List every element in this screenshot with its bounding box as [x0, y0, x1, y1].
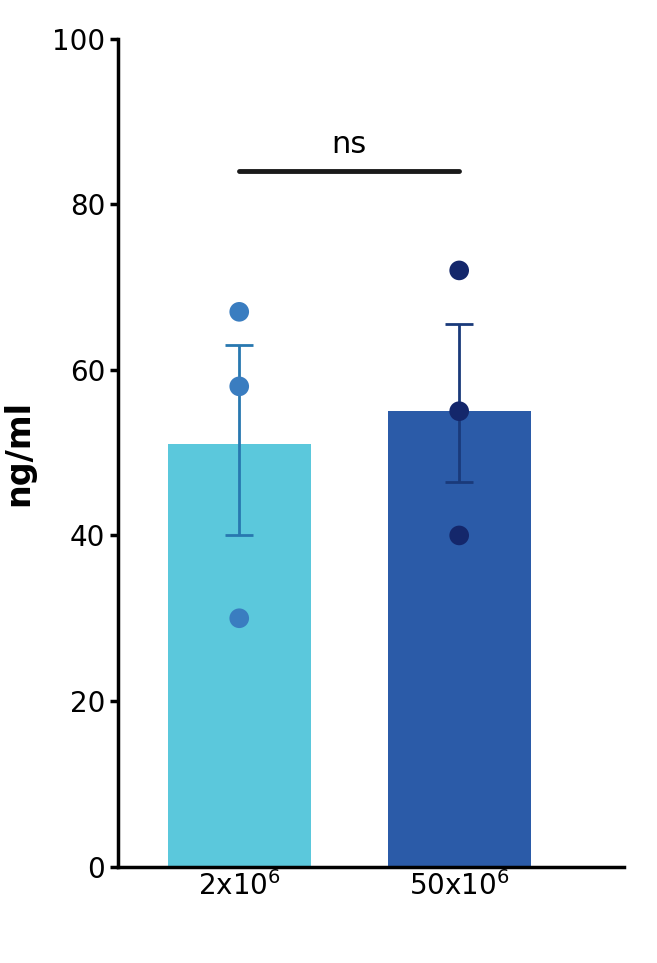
Point [234, 611, 244, 626]
Point [454, 528, 464, 543]
Text: ns: ns [332, 130, 367, 159]
Point [234, 304, 244, 320]
Bar [168, 444, 311, 867]
Point [454, 263, 464, 278]
Y-axis label: ng/ml: ng/ml [2, 400, 35, 506]
Bar [388, 411, 531, 867]
Point [234, 378, 244, 394]
Point [454, 403, 464, 419]
